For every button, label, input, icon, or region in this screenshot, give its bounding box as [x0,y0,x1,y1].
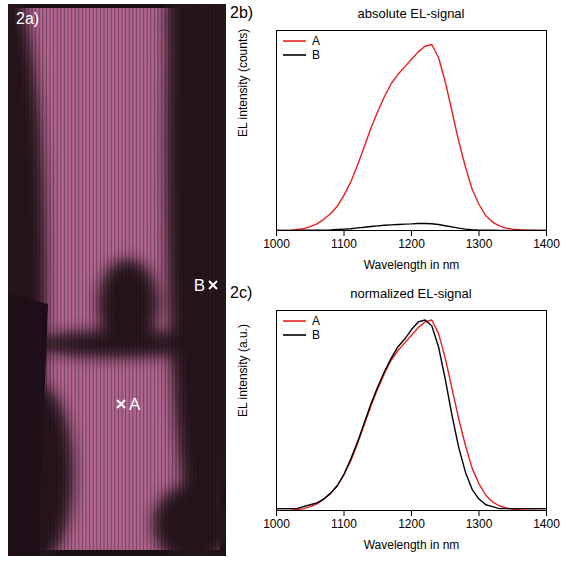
svg-text:1200: 1200 [398,237,425,251]
svg-text:Wavelength in nm: Wavelength in nm [364,538,460,552]
svg-text:Wavelength in nm: Wavelength in nm [364,258,460,272]
html-text:absolute EL-signal: absolute EL-signal [357,6,465,21]
html-text:normalized EL-signal: normalized EL-signal [350,286,472,301]
svg-text:2a): 2a) [16,10,39,27]
svg-text:1300: 1300 [466,237,493,251]
html-text:B: B [312,48,320,62]
html-text:EL intensity (counts): EL intensity (counts) [236,28,250,137]
svg-text:1000: 1000 [263,237,290,251]
html-text:A: A [312,34,320,48]
svg-text:1400: 1400 [533,237,560,251]
svg-text:1300: 1300 [466,517,493,531]
html-text:B: B [312,328,320,342]
svg-text:1100: 1100 [331,517,357,531]
svg-text:B: B [194,276,205,295]
html-text:A: A [312,314,320,328]
svg-text:1200: 1200 [398,517,425,531]
svg-text:A: A [129,395,141,414]
svg-text:1400: 1400 [533,517,560,531]
html-text:2b): 2b) [230,4,254,21]
svg-text:1000: 1000 [263,517,290,531]
html-text:EL intensity (a.u.): EL intensity (a.u.) [236,324,250,417]
html-text:2c): 2c) [230,284,253,301]
svg-text:1100: 1100 [331,237,357,251]
